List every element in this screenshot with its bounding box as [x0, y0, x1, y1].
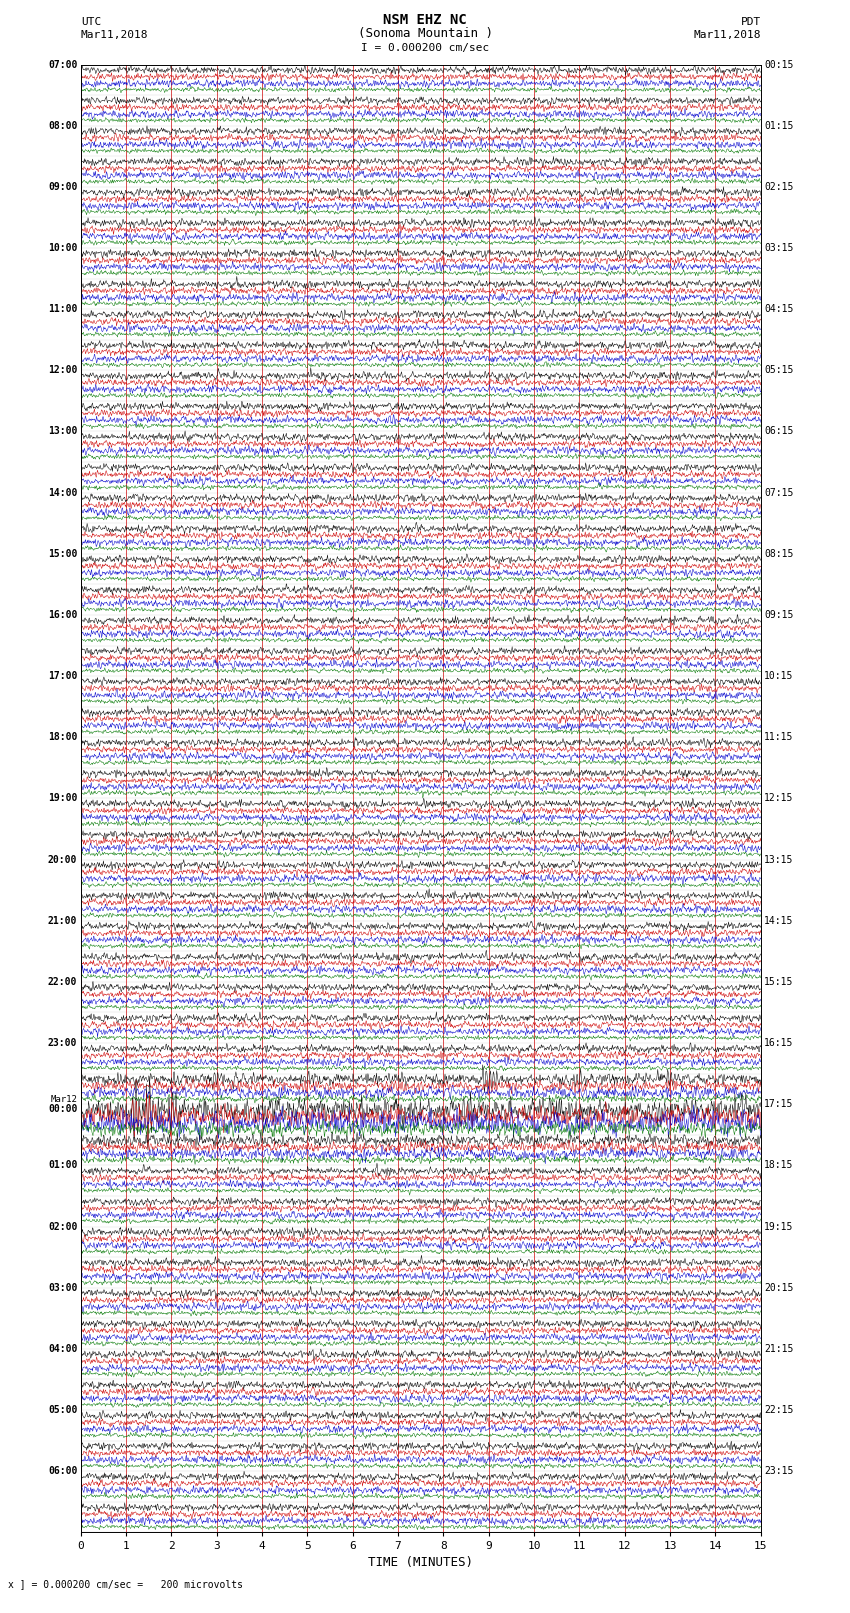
- Text: 04:15: 04:15: [764, 305, 794, 315]
- Text: 00:15: 00:15: [764, 60, 794, 69]
- Text: 15:00: 15:00: [48, 548, 77, 558]
- Text: 19:00: 19:00: [48, 794, 77, 803]
- Text: Mar12: Mar12: [50, 1095, 77, 1105]
- Text: 14:15: 14:15: [764, 916, 794, 926]
- Text: 02:15: 02:15: [764, 182, 794, 192]
- Text: 05:00: 05:00: [48, 1405, 77, 1415]
- Text: 10:15: 10:15: [764, 671, 794, 681]
- Text: Mar11,2018: Mar11,2018: [81, 31, 148, 40]
- Text: 21:15: 21:15: [764, 1344, 794, 1353]
- Text: 07:15: 07:15: [764, 487, 794, 498]
- Text: NSM EHZ NC: NSM EHZ NC: [383, 13, 467, 27]
- Text: 08:00: 08:00: [48, 121, 77, 131]
- Text: 17:00: 17:00: [48, 671, 77, 681]
- Text: 13:00: 13:00: [48, 426, 77, 437]
- Text: 06:00: 06:00: [48, 1466, 77, 1476]
- Text: 18:15: 18:15: [764, 1160, 794, 1171]
- Text: x ] = 0.000200 cm/sec =   200 microvolts: x ] = 0.000200 cm/sec = 200 microvolts: [8, 1579, 243, 1589]
- Text: 17:15: 17:15: [764, 1098, 794, 1110]
- Text: 23:15: 23:15: [764, 1466, 794, 1476]
- Text: 15:15: 15:15: [764, 977, 794, 987]
- Text: 13:15: 13:15: [764, 855, 794, 865]
- Text: 11:15: 11:15: [764, 732, 794, 742]
- Text: PDT: PDT: [740, 18, 761, 27]
- Text: 20:15: 20:15: [764, 1282, 794, 1292]
- Text: 05:15: 05:15: [764, 365, 794, 376]
- Text: I = 0.000200 cm/sec: I = 0.000200 cm/sec: [361, 44, 489, 53]
- Text: 06:15: 06:15: [764, 426, 794, 437]
- Text: (Sonoma Mountain ): (Sonoma Mountain ): [358, 27, 492, 40]
- Text: 14:00: 14:00: [48, 487, 77, 498]
- Text: 07:00: 07:00: [48, 60, 77, 69]
- Text: 22:00: 22:00: [48, 977, 77, 987]
- Text: 16:15: 16:15: [764, 1039, 794, 1048]
- Text: 10:00: 10:00: [48, 244, 77, 253]
- Text: UTC: UTC: [81, 18, 101, 27]
- X-axis label: TIME (MINUTES): TIME (MINUTES): [368, 1555, 473, 1568]
- Text: 09:15: 09:15: [764, 610, 794, 619]
- Text: 04:00: 04:00: [48, 1344, 77, 1353]
- Text: 18:00: 18:00: [48, 732, 77, 742]
- Text: 08:15: 08:15: [764, 548, 794, 558]
- Text: 19:15: 19:15: [764, 1221, 794, 1232]
- Text: 02:00: 02:00: [48, 1221, 77, 1232]
- Text: 01:15: 01:15: [764, 121, 794, 131]
- Text: 23:00: 23:00: [48, 1039, 77, 1048]
- Text: 11:00: 11:00: [48, 305, 77, 315]
- Text: 03:00: 03:00: [48, 1282, 77, 1292]
- Text: 20:00: 20:00: [48, 855, 77, 865]
- Text: 21:00: 21:00: [48, 916, 77, 926]
- Text: Mar11,2018: Mar11,2018: [694, 31, 761, 40]
- Text: 16:00: 16:00: [48, 610, 77, 619]
- Text: 03:15: 03:15: [764, 244, 794, 253]
- Text: 12:15: 12:15: [764, 794, 794, 803]
- Text: 00:00: 00:00: [48, 1105, 77, 1115]
- Text: 12:00: 12:00: [48, 365, 77, 376]
- Text: 09:00: 09:00: [48, 182, 77, 192]
- Text: 01:00: 01:00: [48, 1160, 77, 1171]
- Text: 22:15: 22:15: [764, 1405, 794, 1415]
